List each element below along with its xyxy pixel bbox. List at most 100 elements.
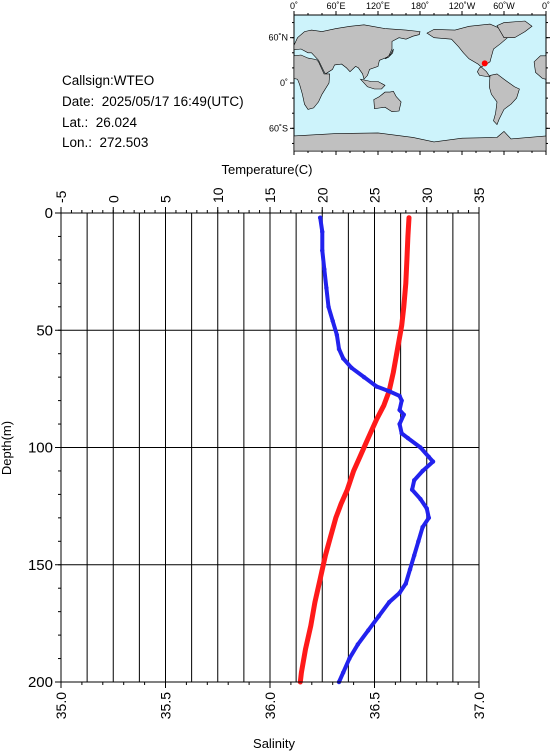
map-lat-label: 60˚N bbox=[268, 33, 288, 43]
temperature-tick-label: 30 bbox=[419, 187, 435, 203]
temperature-point bbox=[333, 515, 339, 521]
salinity-point bbox=[430, 459, 436, 464]
bottom-axis-label: Salinity bbox=[253, 736, 295, 751]
depth-tick-label: 100 bbox=[28, 440, 53, 457]
map-lon-label: 120˚E bbox=[366, 1, 390, 11]
temperature-point bbox=[401, 304, 406, 309]
land-africa bbox=[293, 54, 331, 110]
salinity-tick-label: 36.0 bbox=[262, 692, 278, 719]
top-axis-label: Temperature(C) bbox=[221, 162, 312, 177]
temperature-point bbox=[403, 281, 409, 286]
salinity-point bbox=[407, 567, 413, 572]
salinity-point bbox=[397, 590, 402, 596]
salinity-point bbox=[424, 506, 429, 511]
temperature-point bbox=[404, 257, 410, 263]
salinity-point bbox=[386, 389, 392, 394]
temperature-point bbox=[317, 576, 323, 582]
salinity-tick-label: 35.5 bbox=[158, 692, 174, 719]
salinity-tick-label: 35.0 bbox=[53, 692, 69, 719]
map-lon-label: 0˚ bbox=[290, 1, 298, 11]
salinity-point bbox=[376, 614, 381, 619]
temperature-point bbox=[323, 553, 328, 558]
map-lon-label: 120˚W bbox=[449, 1, 476, 11]
temperature-tick-label: 25 bbox=[367, 187, 383, 203]
temperature-point bbox=[351, 468, 356, 474]
salinity-point bbox=[326, 304, 331, 309]
temperature-tick-label: 15 bbox=[262, 187, 278, 203]
temperature-point bbox=[406, 215, 412, 220]
observation-location-marker bbox=[481, 60, 488, 67]
salinity-point bbox=[426, 515, 432, 521]
temperature-tick-label: 5 bbox=[158, 195, 174, 203]
land-north-america bbox=[426, 23, 508, 78]
salinity-point bbox=[347, 656, 352, 661]
land-greenland bbox=[496, 20, 533, 39]
salinity-point bbox=[330, 318, 335, 324]
temperature-tick-label: 35 bbox=[471, 187, 487, 203]
salinity-tick-label: 36.5 bbox=[367, 692, 383, 719]
map-lon-label: 0˚ bbox=[542, 1, 550, 11]
salinity-point bbox=[397, 393, 402, 399]
map-lat-label: 0˚ bbox=[280, 78, 288, 88]
salinity-profile-line bbox=[318, 215, 435, 684]
map-lon-label: 60˚E bbox=[326, 1, 345, 11]
salinity-point bbox=[403, 581, 409, 586]
salinity-point bbox=[324, 285, 329, 291]
temperature-point bbox=[303, 646, 308, 652]
salinity-point bbox=[340, 670, 346, 675]
temperature-profile-line bbox=[297, 215, 412, 685]
salinity-point bbox=[405, 435, 411, 441]
salinity-point bbox=[349, 365, 354, 370]
salinity-point bbox=[418, 496, 423, 502]
salinity-point bbox=[409, 487, 415, 492]
salinity-point bbox=[334, 332, 340, 338]
salinity-tick-label: 37.0 bbox=[471, 692, 487, 719]
land-indonesia bbox=[359, 78, 386, 90]
depth-axis-label: Depth(m) bbox=[0, 421, 14, 475]
temperature-point bbox=[299, 670, 304, 675]
land-south-america bbox=[488, 73, 520, 126]
temperature-point bbox=[391, 370, 396, 375]
temperature-point bbox=[381, 403, 387, 408]
salinity-point bbox=[397, 421, 402, 427]
salinity-point bbox=[412, 478, 417, 483]
land-australia bbox=[373, 90, 402, 113]
depth-tick-label: 50 bbox=[36, 322, 53, 339]
salinity-point bbox=[397, 407, 402, 413]
salinity-point bbox=[401, 412, 406, 417]
map-lon-label: 180˚ bbox=[411, 1, 429, 11]
salinity-point bbox=[355, 642, 360, 647]
depth-tick-label: 200 bbox=[28, 674, 53, 691]
land-europe-asia bbox=[293, 24, 421, 80]
salinity-point bbox=[399, 398, 404, 403]
salinity-point bbox=[366, 628, 371, 633]
latitude-text: Lat.: 26.024 bbox=[62, 115, 138, 130]
world-map: 0˚ 60˚E 120˚E 180˚ 120˚W 60˚W 0˚ 60˚N 0˚ 60˚S bbox=[268, 1, 550, 155]
temperature-point bbox=[368, 431, 373, 436]
temperature-point bbox=[399, 323, 404, 328]
map-lon-label: 60˚W bbox=[493, 1, 515, 11]
callsign-text: Callsign:WTEO bbox=[62, 73, 155, 88]
salinity-point bbox=[322, 267, 327, 272]
temperature-tick-label: -5 bbox=[53, 190, 69, 203]
land-africa-west bbox=[533, 55, 547, 80]
land-japan bbox=[384, 48, 394, 60]
temperature-tick-label: 10 bbox=[210, 187, 226, 203]
temperature-point bbox=[357, 454, 363, 460]
salinity-point bbox=[320, 229, 325, 234]
longitude-text: Lon.: 272.503 bbox=[62, 135, 149, 150]
salinity-point bbox=[412, 553, 417, 558]
temperature-point bbox=[328, 534, 333, 539]
temperature-point bbox=[338, 501, 344, 506]
temperature-tick-label: 20 bbox=[314, 187, 330, 203]
salinity-point bbox=[399, 431, 404, 436]
temperature-point bbox=[374, 417, 379, 422]
salinity-point bbox=[340, 356, 346, 361]
temperature-point bbox=[345, 487, 350, 492]
salinity-point bbox=[361, 374, 367, 380]
salinity-point bbox=[320, 248, 325, 253]
temperature-point bbox=[308, 623, 313, 628]
temperature-point bbox=[363, 440, 369, 446]
